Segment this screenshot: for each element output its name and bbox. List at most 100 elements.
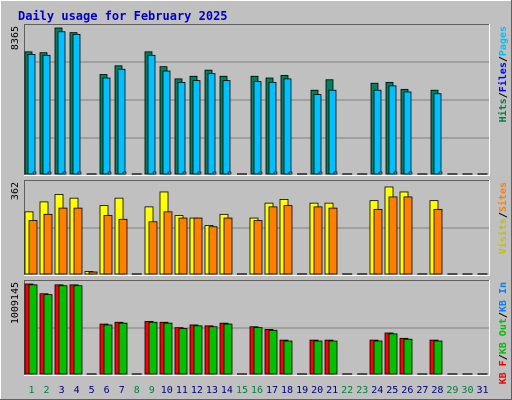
visits-bar-sites <box>178 217 188 275</box>
kbytes-bar-kb-out <box>118 322 128 375</box>
hits-bar-pages <box>212 171 217 175</box>
day-tick-label: 31 <box>476 385 488 396</box>
kbytes-bar-kb-out <box>283 340 293 375</box>
hits-bar-pages <box>393 171 398 175</box>
day-tick-label: 28 <box>431 385 443 396</box>
hits-bar-files <box>162 70 171 175</box>
hits-bar-files <box>57 31 66 175</box>
hits-bar-files <box>177 81 186 175</box>
day-tick-label: 21 <box>326 385 338 396</box>
day-tick-label: 7 <box>119 385 125 396</box>
visits-bar-sites <box>403 196 413 275</box>
kbytes-bar-kb-out <box>433 340 443 375</box>
day-tick-label: 5 <box>89 385 95 396</box>
day-tick-label: 14 <box>221 385 233 396</box>
visits-bar-sites <box>148 221 158 275</box>
visits-bar-sites <box>118 218 128 275</box>
hits-legend-entry: Hits <box>497 98 509 122</box>
hits-bar-files <box>192 80 201 175</box>
kbytes-legend: KB F/KB Out/KB In <box>498 282 509 384</box>
kbytes-bar-kb-out <box>43 294 53 375</box>
day-tick-label: 13 <box>206 385 218 396</box>
day-tick-label: 30 <box>461 385 473 396</box>
day-tick-label: 20 <box>311 385 323 396</box>
kbytes-bar-kb-out <box>208 326 218 375</box>
visits-bar-sites <box>223 217 233 275</box>
hits-bar-pages <box>47 171 52 175</box>
day-tick-label: 27 <box>416 385 428 396</box>
hits-bar-pages <box>258 171 263 175</box>
kbytes-max-label: 1009145 <box>10 282 21 324</box>
kbytes-legend-entry: KB Out <box>498 318 509 354</box>
kbytes-bar-kb-out <box>193 325 203 375</box>
hits-bar-files <box>102 77 111 175</box>
visits-legend: Visits/Sites <box>497 182 509 254</box>
hits-bar-pages <box>62 171 67 175</box>
kbytes-bar-kb-out <box>253 327 263 375</box>
kbytes-bar-kb-out <box>268 329 278 375</box>
visits-bar-sites <box>43 213 53 275</box>
kbytes-bar-kb-out <box>163 322 173 375</box>
hits-bar-pages <box>152 171 157 175</box>
kbytes-bar-kb-out <box>223 323 233 375</box>
hits-bar-files <box>72 33 81 175</box>
hits-bar-files <box>373 89 382 175</box>
visits-bar-sites <box>253 220 263 275</box>
kbytes-bar-kb-out <box>313 340 323 375</box>
chart-title: Daily usage for February 2025 <box>18 9 228 23</box>
kbytes-bar-kb-out <box>73 285 83 375</box>
kbytes-bar-kb-out <box>103 324 113 375</box>
day-tick-label: 29 <box>446 385 458 396</box>
hits-legend-entry: / <box>498 56 509 62</box>
visits-bar-sites <box>328 207 338 275</box>
visits-bar-sites <box>373 208 383 275</box>
day-tick-label: 17 <box>266 385 278 396</box>
day-tick-label: 4 <box>74 385 80 396</box>
kbytes-bar-kb-out <box>388 333 398 375</box>
visits-bar-sites <box>88 271 98 275</box>
visits-bar-sites <box>268 206 278 275</box>
hits-bar-files <box>388 85 397 175</box>
visits-bar-sites <box>163 211 173 275</box>
hits-bar-files <box>27 54 36 175</box>
visits-bar-sites <box>283 205 293 275</box>
hits-bar-pages <box>167 171 172 175</box>
visits-bar-sites <box>208 226 218 275</box>
kbytes-bar-kb-out <box>403 338 413 375</box>
kbytes-bar-kb-out <box>328 340 338 375</box>
day-tick-label: 18 <box>281 385 293 396</box>
day-tick-label: 22 <box>341 385 353 396</box>
hits-bar-pages <box>288 171 293 175</box>
hits-bar-files <box>222 80 231 175</box>
hits-bar-pages <box>182 171 187 175</box>
kbytes-bar-kb-out <box>178 328 188 375</box>
visits-bar-sites <box>313 206 323 275</box>
visits-bar-sites <box>73 207 83 275</box>
day-tick-label: 6 <box>104 385 110 396</box>
hits-bar-pages <box>333 171 338 175</box>
hits-max-label: 8365 <box>10 26 21 50</box>
day-tick-label: 2 <box>44 385 50 396</box>
visits-legend-entry: Visits <box>497 218 509 254</box>
visits-legend-entry: / <box>498 212 509 218</box>
day-tick-label: 10 <box>161 385 173 396</box>
hits-bar-pages <box>408 171 413 175</box>
day-tick-label: 25 <box>386 385 398 396</box>
hits-bar-files <box>253 81 262 175</box>
day-tick-label: 15 <box>236 385 248 396</box>
visits-bar-sites <box>388 196 398 275</box>
day-tick-label: 8 <box>134 385 140 396</box>
kbytes-legend-entry: / <box>498 312 509 318</box>
day-tick-label: 24 <box>371 385 383 396</box>
hits-bar-pages <box>122 171 127 175</box>
kbytes-bar-kb-out <box>58 285 68 375</box>
visits-bar-sites <box>193 217 203 275</box>
day-tick-label: 19 <box>296 385 308 396</box>
day-tick-label: 11 <box>176 385 188 396</box>
kbytes-bar-kb-out <box>148 321 158 375</box>
hits-bar-files <box>147 54 156 175</box>
visits-max-label: 362 <box>10 182 21 200</box>
hits-bar-files <box>403 91 412 175</box>
